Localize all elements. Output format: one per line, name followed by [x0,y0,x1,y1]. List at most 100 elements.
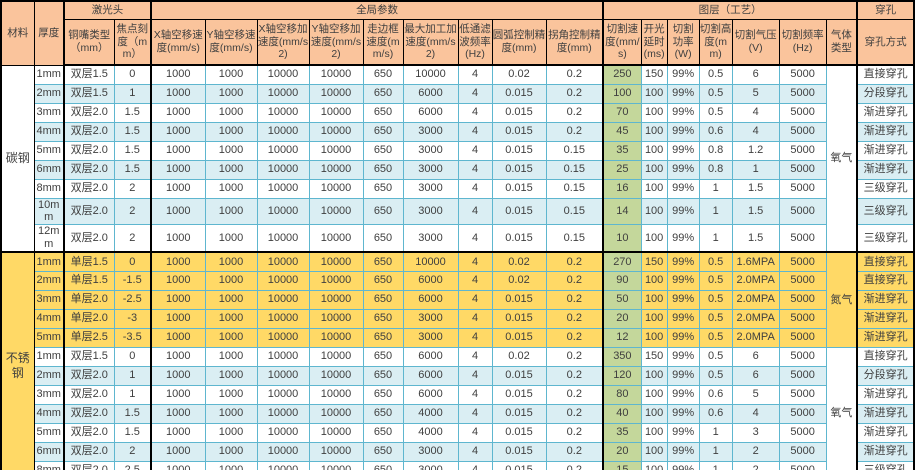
cell-lowpass-freq: 4 [457,121,493,142]
header-laser-on-delay: 开光延时(ms) [640,18,668,66]
cell-y-travel-speed: 1000 [204,441,258,462]
cell-arc-precision: 0.02 [491,270,547,291]
cell-y-travel-speed: 1000 [204,289,258,310]
cell-cut-frequency: 5000 [778,384,827,405]
cell-cut-frequency: 5000 [778,102,827,123]
cell-laser-on-delay: 100 [640,159,668,180]
cell-y-travel-accel: 10000 [308,289,364,310]
cell-arc-precision: 0.015 [491,289,547,310]
cell-arc-precision: 0.02 [491,251,547,272]
header-thickness: 厚度 [33,0,65,66]
cell-pierce-method: 三级穿孔 [856,178,915,199]
cell-x-travel-speed: 1000 [150,159,206,180]
cell-max-work-accel: 10000 [402,64,459,85]
cell-nozzle-type: 双层1.5 [63,83,115,104]
cell-cut-power: 99% [666,270,700,291]
cell-focus-scale: -3.5 [113,327,152,348]
cell-nozzle-type: 双层2.0 [63,441,115,462]
cell-cut-speed: 15 [602,460,642,470]
cell-max-work-accel: 3000 [402,197,459,226]
header-x-travel-accel: X轴空移加速度(mm/s2) [256,18,310,66]
cell-cut-frequency: 5000 [778,224,827,253]
cell-y-travel-accel: 10000 [308,308,364,329]
cell-cut-speed: 350 [602,346,642,367]
cell-frame-speed: 650 [362,64,404,85]
cell-y-travel-accel: 10000 [308,102,364,123]
cell-nozzle-type: 双层1.5 [63,346,115,367]
cell-y-travel-accel: 10000 [308,83,364,104]
gas-type-cell: 氧气 [825,346,858,470]
cell-nozzle-type: 单层2.0 [63,308,115,329]
cell-y-travel-accel: 10000 [308,460,364,470]
table-row: 2mm 单层1.5 -1.5 1000 1000 10000 10000 650 6000 4 0.… [1,270,915,291]
header-material: 材料 [0,0,35,66]
cell-x-travel-speed: 1000 [150,289,206,310]
cell-pierce-method: 分段穿孔 [856,83,915,104]
cell-cut-speed: 90 [602,270,642,291]
cell-pierce-method: 直接穿孔 [856,251,915,272]
cell-focus-scale: 0 [113,64,152,85]
cell-lowpass-freq: 4 [457,178,493,199]
cell-thickness: 2mm [33,83,65,104]
cell-cut-frequency: 5000 [778,441,827,462]
cell-cut-power: 99% [666,289,700,310]
cell-x-travel-accel: 10000 [256,178,310,199]
cell-x-travel-accel: 10000 [256,384,310,405]
cell-x-travel-speed: 1000 [150,384,206,405]
cell-cut-speed: 250 [602,64,642,85]
cell-cut-frequency: 5000 [778,270,827,291]
cell-lowpass-freq: 4 [457,422,493,443]
cell-cut-power: 99% [666,403,700,424]
cell-nozzle-type: 单层1.5 [63,251,115,272]
cell-laser-on-delay: 100 [640,422,668,443]
cell-lowpass-freq: 4 [457,460,493,470]
cell-thickness: 12mm [33,224,65,253]
cell-frame-speed: 650 [362,83,404,104]
cell-max-work-accel: 3000 [402,159,459,180]
header-cut-power: 切割功率(W) [666,18,700,66]
cell-frame-speed: 650 [362,403,404,424]
cell-frame-speed: 650 [362,251,404,272]
cell-max-work-accel: 3000 [402,460,459,470]
cell-lowpass-freq: 4 [457,289,493,310]
cell-cut-speed: 270 [602,251,642,272]
cell-cut-power: 99% [666,121,700,142]
cell-frame-speed: 650 [362,289,404,310]
cell-focus-scale: 1 [113,83,152,104]
cell-laser-on-delay: 100 [640,308,668,329]
cell-focus-scale: 2.5 [113,460,152,470]
cell-cut-pressure: 5 [731,384,780,405]
cell-focus-scale: 0 [113,251,152,272]
cell-laser-on-delay: 150 [640,346,668,367]
cell-lowpass-freq: 4 [457,251,493,272]
cell-frame-speed: 650 [362,121,404,142]
cell-y-travel-accel: 10000 [308,251,364,272]
cell-cut-frequency: 5000 [778,365,827,386]
header-pierce-method: 穿孔方式 [856,18,915,66]
table-row: 1mm 双层1.5 0 1000 1000 10000 10000 650 6000 4 0.02 0… [1,346,915,470]
cell-cut-frequency: 5000 [778,197,827,226]
cell-laser-on-delay: 100 [640,197,668,226]
cell-corner-precision: 0.2 [545,441,604,462]
cell-cut-pressure: 6 [731,365,780,386]
cell-cut-power: 99% [666,384,700,405]
cell-laser-on-delay: 100 [640,365,668,386]
cell-y-travel-accel: 10000 [308,121,364,142]
table-row: 6mm 双层2.0 2 1000 1000 10000 10000 650 3000 4 0.015… [1,441,915,462]
cell-cut-power: 99% [666,83,700,104]
cell-cut-power: 99% [666,365,700,386]
cell-y-travel-speed: 1000 [204,308,258,329]
cell-laser-on-delay: 100 [640,83,668,104]
cell-frame-speed: 650 [362,365,404,386]
cell-cut-speed: 20 [602,441,642,462]
header-lowpass-freq: 低通滤波频率(Hz) [457,18,493,66]
cell-frame-speed: 650 [362,197,404,226]
cell-y-travel-accel: 10000 [308,64,364,85]
cell-y-travel-accel: 10000 [308,422,364,443]
cell-cut-pressure: 4 [731,403,780,424]
cell-arc-precision: 0.015 [491,102,547,123]
table-row: 8mm双层2.02.5100010001000010000650300040.0… [1,460,915,470]
cell-cut-height: 0.5 [698,83,733,104]
table-row: 10mm 双层2.0 2 1000 1000 10000 10000 650 3000 4 0.01… [1,197,915,226]
